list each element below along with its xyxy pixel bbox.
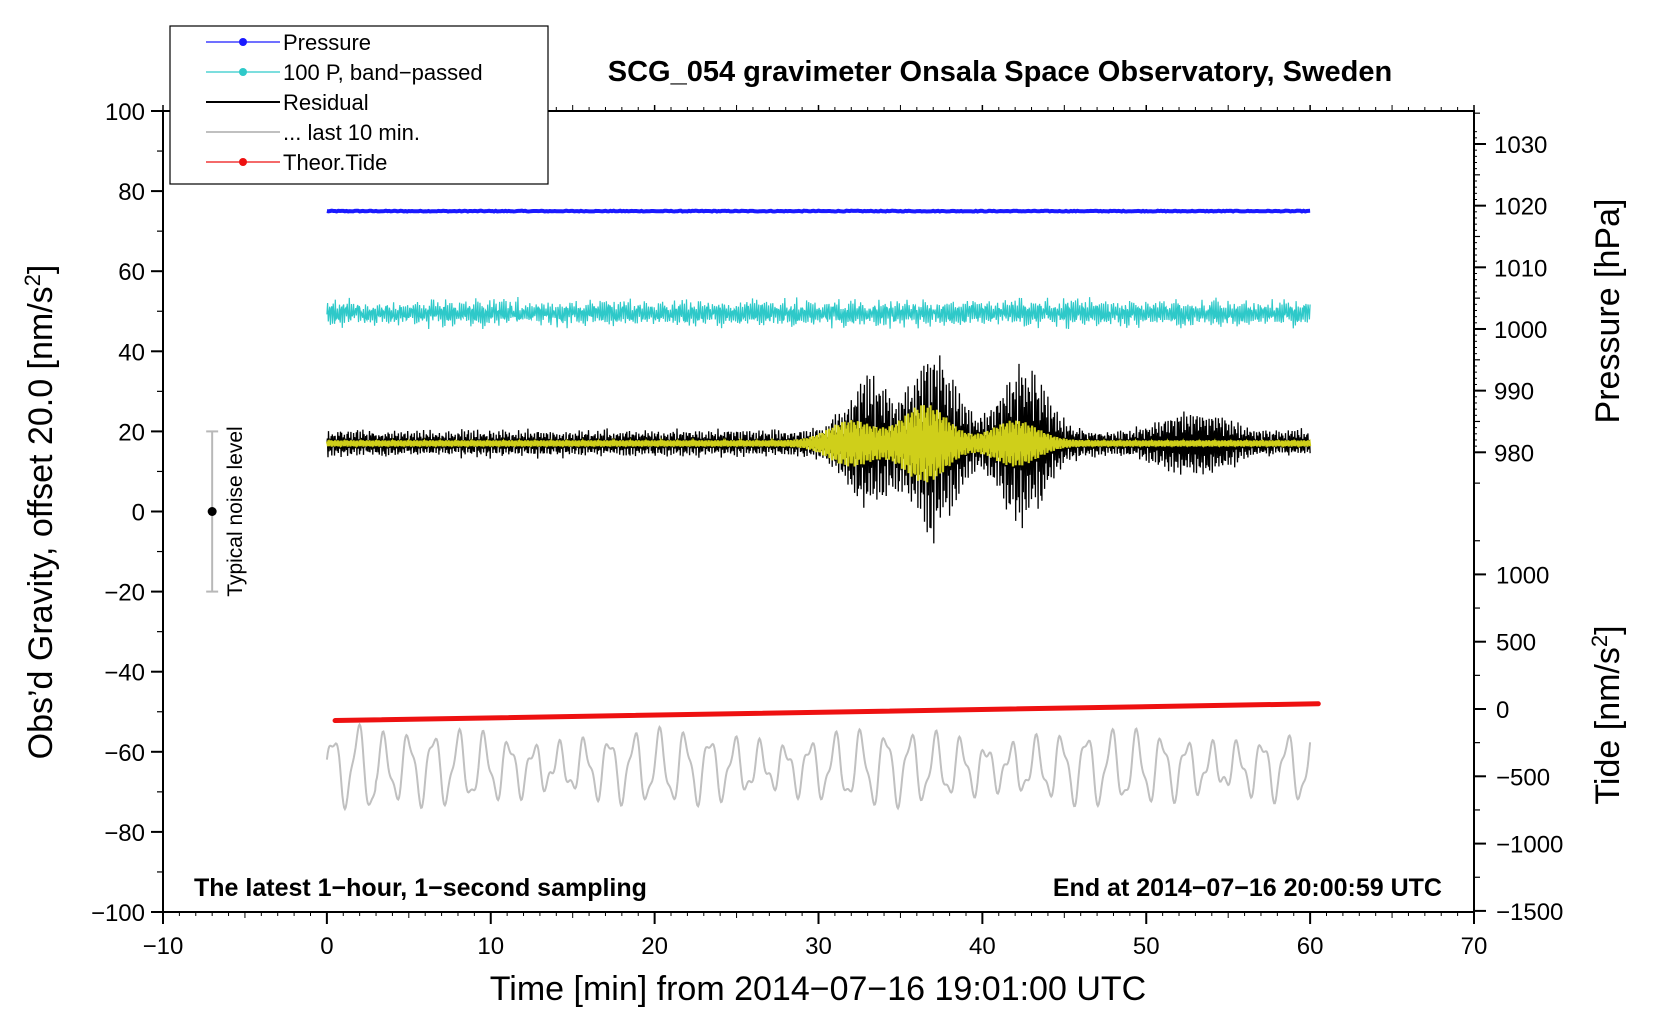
legend-label: 100 P, band−passed	[283, 60, 483, 85]
x-tick-label: −10	[143, 933, 184, 960]
legend-label: ... last 10 min.	[283, 120, 420, 145]
y-right-tide-label: Tide [nm/s2]	[1587, 625, 1627, 804]
legend-box	[169, 25, 549, 185]
tide-tick-label: 1000	[1496, 562, 1549, 589]
legend-marker	[239, 38, 247, 46]
tide-tick-label: 0	[1496, 697, 1509, 724]
x-tick-label: 40	[969, 933, 996, 960]
chart-title: SCG_054 gravimeter Onsala Space Observat…	[608, 56, 1392, 88]
pressure-tick-label: 990	[1494, 379, 1534, 406]
y-right-axis-ticks: 1030 1020 1010 1000 990 980 1000 500 0 −500 −1000 −…	[1474, 112, 1563, 926]
x-axis-ticks: −10 0 10 20 30 40 50 60 70	[143, 105, 1488, 960]
y-left-tick-label: 40	[118, 339, 145, 366]
annotation-end-time: End at 2014−07−16 20:00:59 UTC	[1053, 874, 1442, 902]
legend-label: Theor.Tide	[283, 150, 387, 175]
y-left-tick-label: −40	[104, 660, 145, 687]
y-left-axis-label: Obs’d Gravity, offset 20.0 [nm/s2]	[20, 265, 60, 760]
x-axis-label: Time [min] from 2014−07−16 19:01:00 UTC	[490, 970, 1146, 1008]
x-tick-label: 70	[1461, 933, 1488, 960]
annotation-sampling: The latest 1−hour, 1−second sampling	[194, 874, 647, 902]
x-tick-label: 60	[1297, 933, 1324, 960]
pressure-tick-label: 980	[1494, 440, 1534, 467]
y-left-tick-label: 100	[105, 99, 145, 126]
y-left-tick-label: 80	[118, 179, 145, 206]
pressure-tick-label: 1030	[1494, 132, 1547, 159]
x-tick-label: 50	[1133, 933, 1160, 960]
series-theor-tide	[332, 701, 1321, 724]
y-left-tick-label: −100	[91, 900, 145, 927]
noise-bar-dot	[207, 507, 217, 516]
y-right-pressure-label: Pressure [hPa]	[1589, 199, 1627, 424]
x-tick-label: 10	[477, 933, 504, 960]
noise-level-bar: Typical noise level	[206, 426, 247, 597]
x-tick-label: 0	[320, 933, 333, 960]
tide-tick-label: −1500	[1496, 899, 1563, 926]
legend-marker	[239, 68, 247, 76]
x-tick-label: 30	[805, 933, 832, 960]
tide-tick-label: 500	[1496, 630, 1536, 657]
series-residual-smoothed	[325, 405, 1312, 483]
pressure-tick-label: 1010	[1494, 255, 1547, 282]
y-left-tick-label: −20	[104, 580, 145, 607]
legend-label: Pressure	[283, 30, 371, 55]
legend: Pressure 100 P, band−passed Residual ... la…	[169, 25, 549, 185]
series-pressure	[326, 208, 1311, 214]
pressure-tick-label: 1020	[1494, 194, 1547, 221]
series-last-10-min	[325, 722, 1312, 812]
legend-marker	[239, 158, 247, 166]
legend-label: Residual	[283, 90, 369, 115]
noise-bar-label: Typical noise level	[224, 426, 247, 596]
y-left-tick-label: 0	[132, 500, 145, 527]
y-left-tick-label: −60	[104, 740, 145, 767]
tide-tick-label: −1000	[1496, 832, 1563, 859]
y-left-tick-label: −80	[104, 820, 145, 847]
pressure-tick-label: 1000	[1494, 317, 1547, 344]
y-left-tick-label: 20	[118, 419, 145, 446]
tide-tick-label: −500	[1496, 764, 1550, 791]
y-left-tick-label: 60	[118, 259, 145, 286]
y-left-axis-ticks: 100 80 60 40 20 0 −20 −40 −60 −80 −100	[91, 99, 163, 927]
x-tick-label: 20	[641, 933, 668, 960]
series-pressure-band-passed	[326, 296, 1311, 330]
series-layer	[325, 208, 1321, 812]
